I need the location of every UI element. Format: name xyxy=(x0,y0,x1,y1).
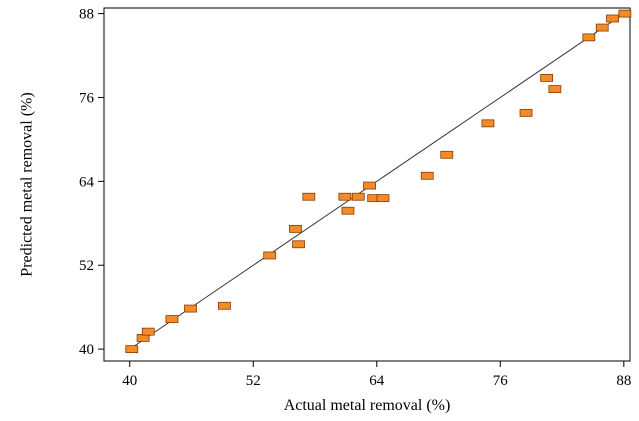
data-point xyxy=(341,206,355,215)
data-point xyxy=(606,14,619,23)
x-tick-label: 88 xyxy=(616,373,631,389)
data-point xyxy=(218,301,231,310)
data-point xyxy=(420,171,434,180)
x-tick-label: 40 xyxy=(122,373,137,389)
data-point xyxy=(302,192,316,201)
plot-area xyxy=(103,7,631,362)
y-tick-label: 40 xyxy=(79,342,94,358)
plot-frame xyxy=(103,7,631,362)
x-tick-label: 64 xyxy=(369,373,385,389)
data-point xyxy=(125,345,139,354)
y-tick-label: 64 xyxy=(79,174,95,190)
fit-line xyxy=(129,13,625,350)
data-point xyxy=(540,74,554,82)
data-point xyxy=(263,251,277,260)
x-axis-title: Actual metal removal (%) xyxy=(284,397,451,414)
data-markers xyxy=(125,9,632,354)
data-point xyxy=(289,224,302,233)
y-tick-label: 52 xyxy=(79,258,94,274)
x-tick-label: 76 xyxy=(493,373,509,389)
data-point xyxy=(141,327,155,336)
data-point xyxy=(481,119,495,128)
x-tick-label: 52 xyxy=(246,373,261,389)
data-point xyxy=(595,23,609,32)
data-point xyxy=(618,9,632,18)
data-point xyxy=(363,181,376,190)
x-axis-ticks: 40 52 64 76 88 xyxy=(122,361,631,389)
y-tick-label: 88 xyxy=(79,7,94,23)
data-point xyxy=(184,304,197,313)
y-tick-label: 76 xyxy=(79,90,95,106)
data-point xyxy=(338,192,352,201)
y-axis-ticks: 40 52 64 76 88 xyxy=(79,7,104,358)
data-point xyxy=(582,33,596,42)
data-point xyxy=(165,315,179,323)
data-point xyxy=(292,240,305,249)
data-point xyxy=(440,150,454,159)
y-axis-title: Predicted metal removal (%) xyxy=(19,92,36,276)
data-point xyxy=(548,85,562,93)
data-point xyxy=(351,192,365,201)
data-point xyxy=(519,108,533,117)
data-point xyxy=(376,194,390,203)
